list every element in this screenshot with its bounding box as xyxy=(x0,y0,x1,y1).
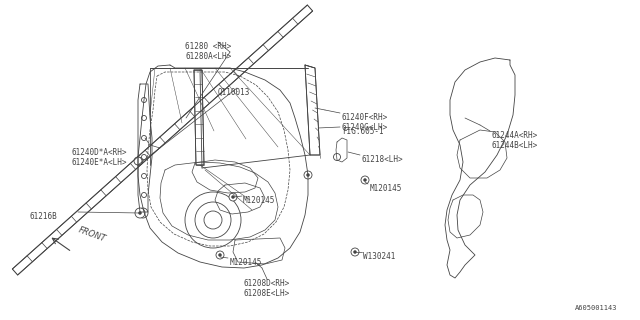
Circle shape xyxy=(195,202,231,238)
Text: FRONT: FRONT xyxy=(77,226,107,244)
Circle shape xyxy=(216,251,224,259)
Circle shape xyxy=(361,176,369,184)
Circle shape xyxy=(351,248,359,256)
Circle shape xyxy=(307,173,310,177)
Circle shape xyxy=(185,192,241,248)
Circle shape xyxy=(138,208,148,218)
Circle shape xyxy=(232,196,234,198)
Circle shape xyxy=(141,116,147,121)
Polygon shape xyxy=(305,65,320,155)
Circle shape xyxy=(204,211,222,229)
Text: 61208D<RH>
61208E<LH>: 61208D<RH> 61208E<LH> xyxy=(244,279,290,298)
Text: Q110013: Q110013 xyxy=(218,88,250,97)
Circle shape xyxy=(135,157,143,165)
Text: M120145: M120145 xyxy=(370,184,403,193)
Circle shape xyxy=(353,251,356,253)
Circle shape xyxy=(135,208,145,218)
Polygon shape xyxy=(194,70,204,165)
Polygon shape xyxy=(12,5,313,275)
Text: 61240F<RH>
61240G<LH>: 61240F<RH> 61240G<LH> xyxy=(342,113,388,132)
Circle shape xyxy=(134,157,142,165)
Circle shape xyxy=(141,135,147,140)
Circle shape xyxy=(218,253,221,257)
Circle shape xyxy=(141,193,147,197)
Circle shape xyxy=(138,212,141,214)
Circle shape xyxy=(141,98,147,102)
Text: 61216B: 61216B xyxy=(30,212,58,221)
Text: 61280 <RH>
61280A<LH>: 61280 <RH> 61280A<LH> xyxy=(185,42,231,61)
Circle shape xyxy=(141,155,147,159)
Text: 61218<LH>: 61218<LH> xyxy=(362,155,404,164)
Text: FIG.605-1: FIG.605-1 xyxy=(342,127,383,136)
Text: 61240D*A<RH>
61240E*A<LH>: 61240D*A<RH> 61240E*A<LH> xyxy=(72,148,127,167)
Text: M120145: M120145 xyxy=(230,258,262,267)
Text: W130241: W130241 xyxy=(363,252,396,261)
Circle shape xyxy=(141,173,147,179)
Circle shape xyxy=(229,193,237,201)
Text: 61244A<RH>
61244B<LH>: 61244A<RH> 61244B<LH> xyxy=(492,131,538,150)
Text: A605001143: A605001143 xyxy=(575,305,618,311)
Circle shape xyxy=(364,179,367,181)
Circle shape xyxy=(304,171,312,179)
Circle shape xyxy=(141,212,145,214)
Text: M120145: M120145 xyxy=(243,196,275,205)
Circle shape xyxy=(333,154,340,161)
